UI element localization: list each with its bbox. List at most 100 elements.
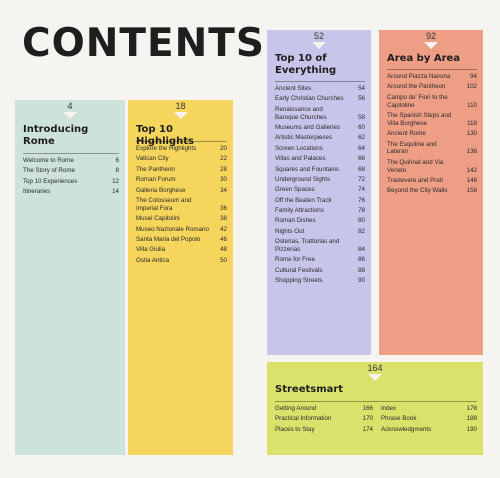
section-heading: Area by Area	[387, 53, 461, 64]
toc-entry[interactable]: Early Christian Churches 56	[275, 95, 365, 103]
toc-entry[interactable]: Renaissance and Baroque Churches 58	[275, 106, 365, 122]
toc-entry-page: 80	[358, 217, 365, 225]
toc-list: Explore the Highlights 20 Vatican City 22 Th…	[136, 145, 227, 267]
toc-entry-page: 174	[362, 425, 373, 433]
toc-entry[interactable]: The Pantheon 28	[136, 166, 227, 174]
toc-entry[interactable]: Places to Stay 174	[275, 426, 373, 434]
toc-entry-page: 8	[115, 167, 119, 175]
toc-entry[interactable]: Around the Pantheon 102	[387, 83, 477, 91]
toc-entry[interactable]: Welcome to Rome 6	[23, 157, 119, 165]
toc-entry-page: 166	[362, 405, 373, 412]
toc-entry[interactable]: Ancient Sites 54	[275, 85, 365, 93]
toc-entry-label: The Story of Rome	[23, 167, 75, 175]
section-top-10-of-everything[interactable]: 52 Top 10 of Everything Ancient Sites 54 E…	[267, 30, 371, 355]
toc-list-right: Index 178 Phrase Book 188 Acknowledgments 190	[381, 405, 477, 436]
toc-entry[interactable]: Shopping Streets 90	[275, 277, 365, 285]
toc-entry[interactable]: Villas and Palaces 66	[275, 155, 365, 163]
section-page-number: 164	[367, 363, 383, 373]
toc-entry-page: 86	[358, 256, 365, 264]
toc-entry[interactable]: The Colosseum and Imperial Fora 36	[136, 197, 227, 213]
toc-entry[interactable]: Artistic Masterpieces 62	[275, 134, 365, 142]
section-introducing-rome[interactable]: 4 Introducing Rome Welcome to Rome 6 The S…	[15, 100, 125, 455]
toc-entry-page: 28	[220, 165, 227, 173]
toc-entry-label: Villa Giulia	[136, 246, 166, 254]
toc-entry[interactable]: Roman Dishes 80	[275, 217, 365, 225]
toc-entry[interactable]: The Esquiline and Lateran 136	[387, 141, 477, 157]
toc-entry[interactable]: Santa Maria del Popolo 46	[136, 236, 227, 244]
toc-entry[interactable]: The Spanish Steps and Villa Borghese 118	[387, 112, 477, 128]
toc-entry-page: 78	[358, 207, 365, 215]
toc-entry[interactable]: Getting Around 166	[275, 405, 373, 413]
toc-entry-label: Welcome to Rome	[23, 157, 74, 164]
toc-entry[interactable]: Off the Beaten Track 76	[275, 197, 365, 205]
toc-entry[interactable]: Nights Out 82	[275, 228, 365, 236]
toc-entry[interactable]: Squares and Fountains 68	[275, 166, 365, 174]
toc-entry-label: Roman Dishes	[275, 217, 316, 225]
toc-entry-page: 64	[358, 144, 365, 152]
toc-entry-label: Underground Sights	[275, 175, 331, 183]
toc-entry-label: Green Spaces	[275, 186, 315, 194]
toc-entry-label: The Quirinal and Via Veneto	[387, 158, 444, 174]
toc-entry[interactable]: Museo Nazionale Romano 42	[136, 226, 227, 234]
toc-entry-page: 12	[112, 177, 119, 185]
section-page-number: 52	[313, 31, 324, 41]
toc-entry[interactable]: Acknowledgments 190	[381, 426, 477, 434]
section-top-10-highlights[interactable]: 18 Top 10 Highlights Explore the Highlig…	[128, 100, 233, 455]
toc-entry[interactable]: Explore the Highlights 20	[136, 145, 227, 153]
toc-entry[interactable]: Vatican City 22	[136, 155, 227, 163]
toc-entry-label: Museo Nazionale Romano	[136, 225, 209, 233]
toc-entry-page: 30	[220, 176, 227, 184]
toc-entry-page: 170	[362, 415, 373, 423]
toc-entry[interactable]: Campo de' Fiori to the Capitoline 110	[387, 94, 477, 110]
toc-entry[interactable]: Museums and Galleries 60	[275, 124, 365, 132]
toc-entry[interactable]: Trastevere and Prati 148	[387, 177, 477, 185]
section-streetsmart[interactable]: 164 Streetsmart Getting Around 166 Practic…	[267, 362, 483, 455]
toc-entry[interactable]: Ostia Antica 50	[136, 257, 227, 265]
toc-entry[interactable]: Ancient Rome 130	[387, 130, 477, 138]
toc-entry[interactable]: Itineraries 14	[23, 188, 119, 196]
section-heading: Introducing Rome	[23, 124, 89, 147]
toc-entry[interactable]: Practical Information 170	[275, 415, 373, 423]
toc-entry-label: Top 10 Experiences	[23, 177, 78, 185]
toc-entry[interactable]: Top 10 Experiences 12	[23, 178, 119, 186]
toc-entry-label: Off the Beaten Track	[275, 196, 332, 204]
section-area-by-area[interactable]: 92 Area by Area Around Piazza Navona 94 Ar…	[379, 30, 483, 355]
toc-entry-page: 66	[358, 155, 365, 163]
toc-entry-page: 88	[358, 266, 365, 274]
toc-entry-label: Family Attractions	[275, 207, 324, 215]
toc-entry[interactable]: Cultural Festivals 88	[275, 267, 365, 275]
toc-entry[interactable]: Villa Giulia 48	[136, 246, 227, 254]
toc-entry-label: Places to Stay	[275, 425, 315, 433]
toc-entry-label: The Pantheon	[136, 165, 175, 173]
toc-entry[interactable]: Family Attractions 78	[275, 207, 365, 215]
toc-entry[interactable]: Underground Sights 72	[275, 176, 365, 184]
toc-entry-label: Around Piazza Navona	[387, 73, 451, 80]
toc-entry-page: 68	[358, 165, 365, 173]
toc-entry[interactable]: Screen Locations 64	[275, 145, 365, 153]
section-page-number: 4	[67, 101, 73, 111]
toc-entry-page: 54	[358, 85, 365, 92]
toc-entry-label: Nights Out	[275, 227, 305, 235]
toc-entry-label: The Colosseum and Imperial Fora	[136, 196, 192, 212]
toc-entry[interactable]: Around Piazza Navona 94	[387, 73, 477, 81]
toc-entry[interactable]: Phrase Book 188	[381, 415, 477, 423]
toc-entry-page: 136	[466, 148, 477, 156]
notch-marker	[173, 112, 188, 119]
toc-entry[interactable]: Galleria Borghese 34	[136, 187, 227, 195]
divider	[387, 69, 477, 70]
toc-entry-page: 188	[466, 415, 477, 423]
toc-entry[interactable]: Musei Capitolini 38	[136, 215, 227, 223]
toc-entry[interactable]: The Story of Rome 8	[23, 167, 119, 175]
toc-entry-page: 178	[466, 405, 477, 412]
toc-entry[interactable]: Beyond the City Walls 158	[387, 187, 477, 195]
toc-entry-page: 36	[220, 204, 227, 212]
toc-entry[interactable]: Osterias, Trattorias and Pizzerias 84	[275, 238, 365, 254]
section-heading: Top 10 Highlights	[136, 124, 194, 147]
toc-entry[interactable]: Roman Forum 30	[136, 176, 227, 184]
toc-entry[interactable]: Index 178	[381, 405, 477, 413]
toc-entry[interactable]: Green Spaces 74	[275, 186, 365, 194]
toc-entry[interactable]: The Quirinal and Via Veneto 142	[387, 159, 477, 175]
toc-entry-label: Getting Around	[275, 405, 317, 412]
toc-entry-page: 20	[220, 145, 227, 152]
toc-entry[interactable]: Rome for Free 86	[275, 256, 365, 264]
